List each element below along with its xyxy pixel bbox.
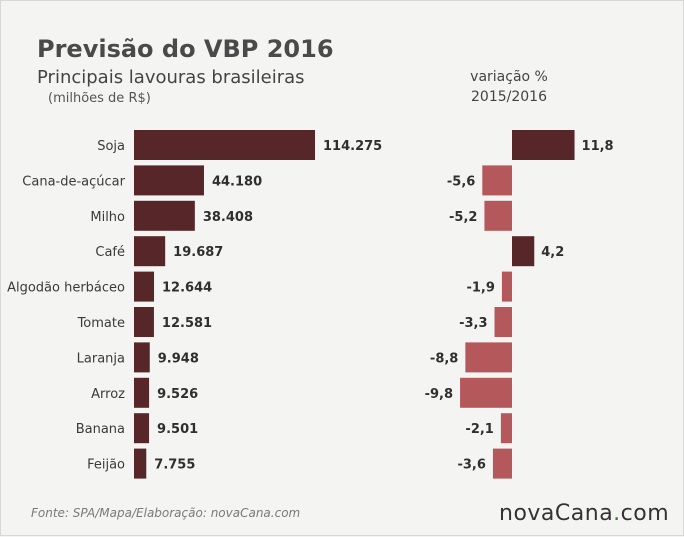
value-label: 19.687: [173, 245, 223, 260]
category-label: Algodão herbáceo: [7, 281, 125, 296]
variation-bar: [500, 413, 512, 444]
variation-header-line1: variação %: [470, 69, 548, 85]
variation-label: -3,3: [459, 316, 487, 331]
variation-bar: [501, 271, 512, 302]
chart-subtitle: Principais lavouras brasileiras: [37, 67, 305, 88]
value-label: 9.501: [157, 422, 198, 437]
category-label: Soja: [97, 139, 125, 154]
brand-logo: novaCana.com: [499, 501, 669, 526]
variation-label: -1,9: [466, 281, 494, 296]
value-bar: [134, 236, 166, 267]
variation-label: -3,6: [457, 458, 485, 473]
variation-label: 11,8: [582, 139, 614, 154]
category-label: Milho: [90, 210, 125, 225]
value-label: 9.526: [157, 387, 198, 402]
category-label: Banana: [76, 422, 125, 437]
value-label: 44.180: [212, 174, 262, 189]
variation-bar: [494, 307, 512, 337]
variation-header: variação % 2015/2016: [449, 67, 569, 107]
variation-label: -9,8: [425, 387, 453, 402]
value-label: 7.755: [154, 458, 195, 473]
variation-bar: [512, 130, 575, 160]
chart-title: Previsão do VBP 2016: [37, 35, 334, 63]
value-bar: [134, 413, 150, 444]
value-label: 114.275: [323, 139, 382, 154]
variation-bar: [482, 165, 512, 196]
category-label: Feijão: [87, 458, 125, 473]
brand-tld: com: [620, 501, 670, 526]
variation-bar: [460, 377, 512, 408]
unit-label: (milhões de R$): [48, 91, 151, 106]
value-label: 38.408: [203, 210, 253, 225]
value-bar: [134, 342, 150, 373]
value-label: 12.581: [162, 316, 212, 331]
source-note: Fonte: SPA/Mapa/Elaboração: novaCana.com: [31, 506, 301, 520]
variation-bar: [465, 342, 512, 373]
category-label: Arroz: [91, 387, 125, 402]
value-bar: [134, 448, 147, 479]
value-bar: [134, 130, 315, 160]
value-bar: [134, 165, 204, 196]
variation-bar: [492, 448, 512, 479]
value-label: 12.644: [162, 281, 212, 296]
category-label: Laranja: [77, 351, 125, 366]
variation-label: -5,6: [447, 174, 475, 189]
variation-label: -2,1: [465, 422, 493, 437]
brand-main: novaCana: [499, 501, 614, 526]
variation-label: 4,2: [541, 245, 564, 260]
value-bar: [134, 377, 150, 408]
value-bar: [134, 307, 154, 337]
variation-bar: [484, 200, 512, 231]
variation-label: -8,8: [430, 351, 458, 366]
variation-label: -5,2: [449, 210, 477, 225]
variation-bar: [512, 236, 535, 267]
category-label: Cana-de-açúcar: [22, 174, 125, 189]
category-label: Tomate: [77, 316, 125, 331]
category-label: Café: [95, 245, 125, 260]
value-bar: [134, 271, 155, 302]
value-label: 9.948: [158, 351, 199, 366]
variation-header-line2: 2015/2016: [471, 89, 547, 105]
brand-dot: .: [613, 501, 621, 526]
value-bar: [134, 200, 195, 231]
